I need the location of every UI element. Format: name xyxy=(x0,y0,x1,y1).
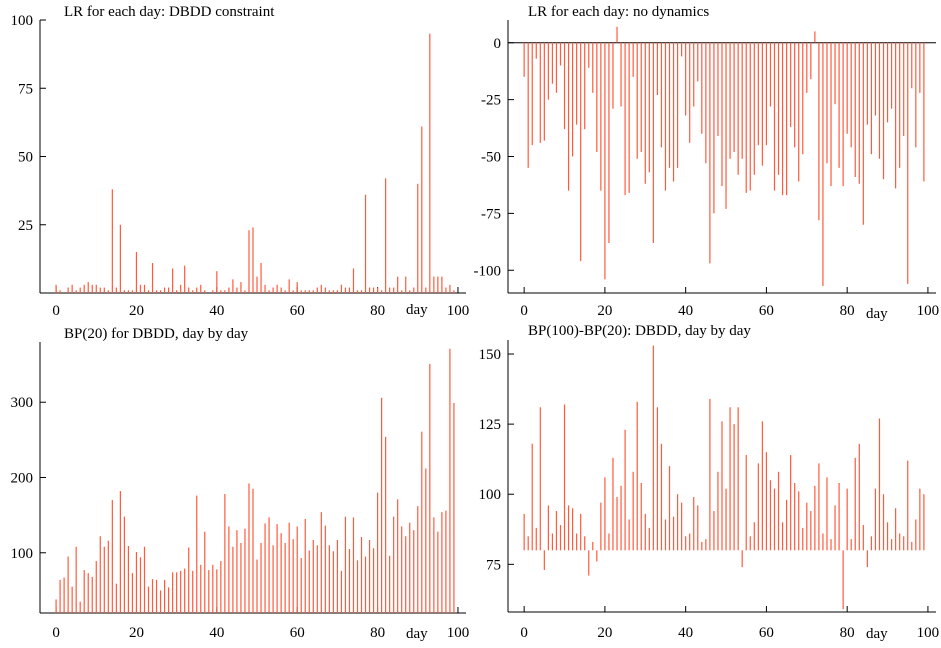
x-tick-label: 0 xyxy=(520,625,528,641)
x-tick-label: 100 xyxy=(917,303,940,319)
x-tick-label: 80 xyxy=(370,625,385,641)
panel-title: BP(20) for DBDD, day by day xyxy=(64,326,249,342)
x-tick-label: 60 xyxy=(759,625,774,641)
x-axis-label: day xyxy=(406,626,428,642)
y-tick-label: 0 xyxy=(494,36,502,52)
x-tick-label: 100 xyxy=(917,625,940,641)
y-tick-label: 25 xyxy=(18,218,33,234)
x-tick-label: 80 xyxy=(840,625,855,641)
x-tick-label: 20 xyxy=(129,625,144,641)
x-tick-label: 80 xyxy=(370,303,385,319)
y-tick-label: -75 xyxy=(481,206,501,222)
y-tick-label: 100 xyxy=(11,13,34,29)
y-tick-label: -25 xyxy=(481,93,501,109)
x-tick-label: 60 xyxy=(290,625,305,641)
x-tick-label: 60 xyxy=(759,303,774,319)
x-axis-label: day xyxy=(866,626,888,642)
x-axis-label: day xyxy=(866,306,888,322)
x-tick-label: 40 xyxy=(209,625,224,641)
y-tick-label: 300 xyxy=(11,395,34,411)
x-tick-label: 60 xyxy=(290,303,305,319)
y-tick-label: 75 xyxy=(486,557,501,573)
y-tick-label: 150 xyxy=(479,347,502,363)
x-axis-label: day xyxy=(406,302,428,318)
x-tick-label: 40 xyxy=(678,303,693,319)
x-tick-label: 0 xyxy=(520,303,528,319)
x-tick-label: 20 xyxy=(129,303,144,319)
y-tick-label: -50 xyxy=(481,150,501,166)
x-tick-label: 80 xyxy=(840,303,855,319)
x-tick-label: 20 xyxy=(597,625,612,641)
x-tick-label: 20 xyxy=(597,303,612,319)
y-tick-label: 100 xyxy=(479,487,502,503)
x-tick-label: 100 xyxy=(447,625,470,641)
panel-title: LR for each day: no dynamics xyxy=(528,4,709,20)
y-tick-label: 50 xyxy=(18,150,33,166)
x-tick-label: 40 xyxy=(678,625,693,641)
panel-title: LR for each day: DBDD constraint xyxy=(64,4,275,20)
x-tick-label: 0 xyxy=(52,625,60,641)
x-tick-label: 40 xyxy=(209,303,224,319)
panel-title: BP(100)-BP(20): DBDD, day by day xyxy=(528,323,751,339)
x-tick-label: 100 xyxy=(447,303,470,319)
panel-lr-dbdd: LR for each day: DBDD constraint day 25 5… xyxy=(11,4,470,319)
y-tick-label: 100 xyxy=(11,546,34,562)
panel-lr-no-dynamics: LR for each day: no dynamics day 0 -25 -50… xyxy=(474,4,940,322)
y-tick-label: 200 xyxy=(11,471,34,487)
y-tick-label: -100 xyxy=(474,263,502,279)
y-tick-label: 125 xyxy=(479,417,502,433)
y-tick-label: 75 xyxy=(18,81,33,97)
panel-bp20-dbdd: BP(20) for DBDD, day by day day 10020030… xyxy=(11,326,470,642)
x-tick-label: 0 xyxy=(52,303,60,319)
panel-bp-diff-dbdd: BP(100)-BP(20): DBDD, day by day day 75 1… xyxy=(479,323,940,642)
